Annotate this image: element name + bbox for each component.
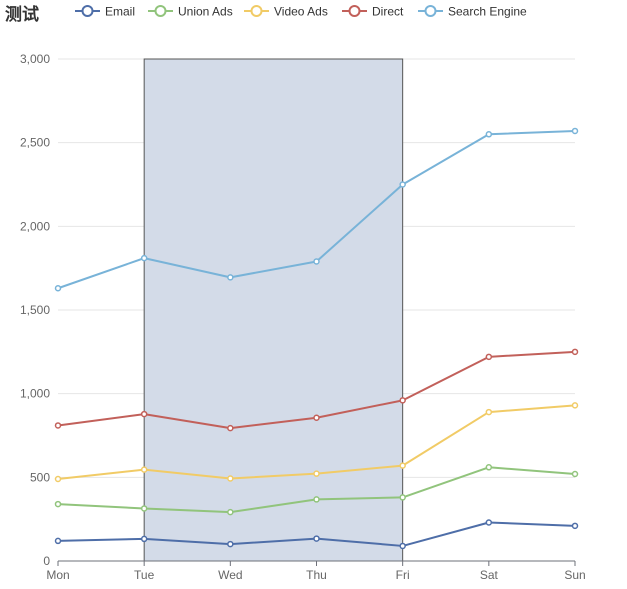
data-point[interactable]: [485, 353, 493, 361]
x-tick-label: Sun: [564, 568, 585, 582]
data-point[interactable]: [313, 535, 320, 542]
data-point[interactable]: [485, 408, 493, 416]
x-tick-label: Thu: [306, 568, 327, 582]
data-point[interactable]: [571, 402, 579, 409]
data-point[interactable]: [54, 422, 62, 429]
data-point[interactable]: [399, 542, 406, 550]
data-point[interactable]: [140, 410, 148, 418]
data-point[interactable]: [485, 464, 493, 471]
series-search-engine: [54, 127, 579, 292]
legend-marker: [81, 5, 94, 17]
series-email: [54, 519, 579, 550]
y-tick-label: 500: [30, 470, 50, 484]
legend-item-email[interactable]: Email: [75, 5, 135, 19]
selection-box[interactable]: [143, 58, 404, 562]
x-tick-label: Mon: [46, 568, 69, 582]
data-point[interactable]: [54, 284, 62, 292]
data-point[interactable]: [227, 475, 234, 482]
data-point[interactable]: [571, 348, 579, 356]
legend-item-union-ads[interactable]: Union Ads: [148, 5, 233, 19]
data-point[interactable]: [399, 181, 406, 188]
series-direct: [54, 348, 579, 432]
data-point[interactable]: [140, 466, 148, 473]
legend-label: Video Ads: [274, 5, 328, 19]
data-point[interactable]: [571, 127, 579, 135]
legend: Email Union Ads Video Ads Direct Search Engi…: [75, 5, 527, 19]
y-tick-label: 0: [43, 554, 50, 568]
data-point[interactable]: [399, 462, 406, 469]
legend-item-video-ads[interactable]: Video Ads: [244, 5, 328, 19]
legend-label: Union Ads: [178, 5, 233, 19]
data-point[interactable]: [227, 274, 234, 281]
series-video-ads: [54, 402, 579, 483]
data-point[interactable]: [485, 519, 493, 526]
data-point[interactable]: [54, 500, 62, 508]
legend-marker: [154, 5, 167, 17]
legend-marker: [424, 5, 437, 17]
legend-label: Direct: [372, 5, 404, 19]
data-point[interactable]: [54, 475, 62, 483]
y-tick-label: 2,500: [20, 136, 50, 150]
y-tick-label: 1,000: [20, 387, 50, 401]
legend-label: Email: [105, 5, 135, 19]
data-point[interactable]: [571, 470, 579, 478]
legend-marker: [250, 5, 263, 17]
x-tick-label: Fri: [396, 568, 410, 582]
legend-label: Search Engine: [448, 5, 527, 19]
x-tick-label: Sat: [480, 568, 499, 582]
data-point[interactable]: [313, 496, 320, 503]
legend-marker: [348, 5, 361, 17]
series-lines: [54, 127, 579, 550]
data-point[interactable]: [313, 470, 320, 477]
data-point[interactable]: [485, 131, 493, 138]
legend-item-search-engine[interactable]: Search Engine: [418, 5, 527, 19]
data-point[interactable]: [399, 397, 406, 404]
data-point[interactable]: [227, 540, 234, 548]
x-tick-label: Wed: [218, 568, 242, 582]
data-point[interactable]: [227, 424, 234, 432]
y-tick-label: 3,000: [20, 52, 50, 66]
data-point[interactable]: [227, 508, 234, 516]
y-tick-label: 2,000: [20, 219, 50, 233]
legend-item-direct[interactable]: Direct: [342, 5, 404, 19]
axes: 0 500 1,000 1,500 2,000 2,500 3,000 Mon Tue Wed Th…: [20, 52, 586, 582]
data-point[interactable]: [54, 537, 62, 545]
data-point[interactable]: [313, 258, 320, 265]
data-point[interactable]: [399, 494, 406, 501]
data-point[interactable]: [571, 522, 579, 530]
x-tick-label: Tue: [134, 568, 155, 582]
data-point[interactable]: [313, 414, 320, 422]
data-point[interactable]: [140, 254, 148, 262]
selection-rect: [143, 58, 404, 562]
chart-title: 测试: [5, 4, 39, 24]
y-tick-label: 1,500: [20, 303, 50, 317]
data-point[interactable]: [140, 505, 148, 512]
series-union-ads: [54, 464, 579, 516]
data-point[interactable]: [140, 535, 148, 543]
